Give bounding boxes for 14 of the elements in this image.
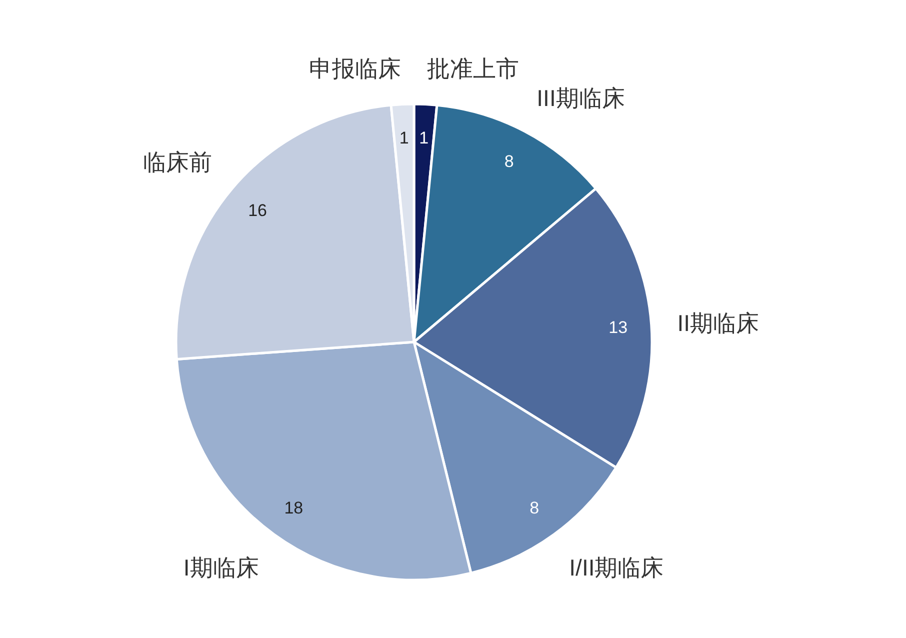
slice-label: 申报临床 xyxy=(309,55,402,82)
data-label: 8 xyxy=(504,152,514,171)
data-label: 13 xyxy=(608,318,628,338)
slice-label: I/II期临床 xyxy=(569,554,664,581)
slice-label: II期临床 xyxy=(677,310,760,336)
data-label: 18 xyxy=(284,498,304,518)
slice-label: 临床前 xyxy=(143,148,212,175)
slice-label: 批准上市 xyxy=(426,55,519,82)
data-label: 16 xyxy=(248,201,268,220)
data-label: 8 xyxy=(530,498,540,518)
data-label: 1 xyxy=(399,128,409,148)
data-label: 1 xyxy=(419,128,429,148)
slice-label: III期临床 xyxy=(536,85,625,112)
slice-label: I期临床 xyxy=(183,554,259,581)
